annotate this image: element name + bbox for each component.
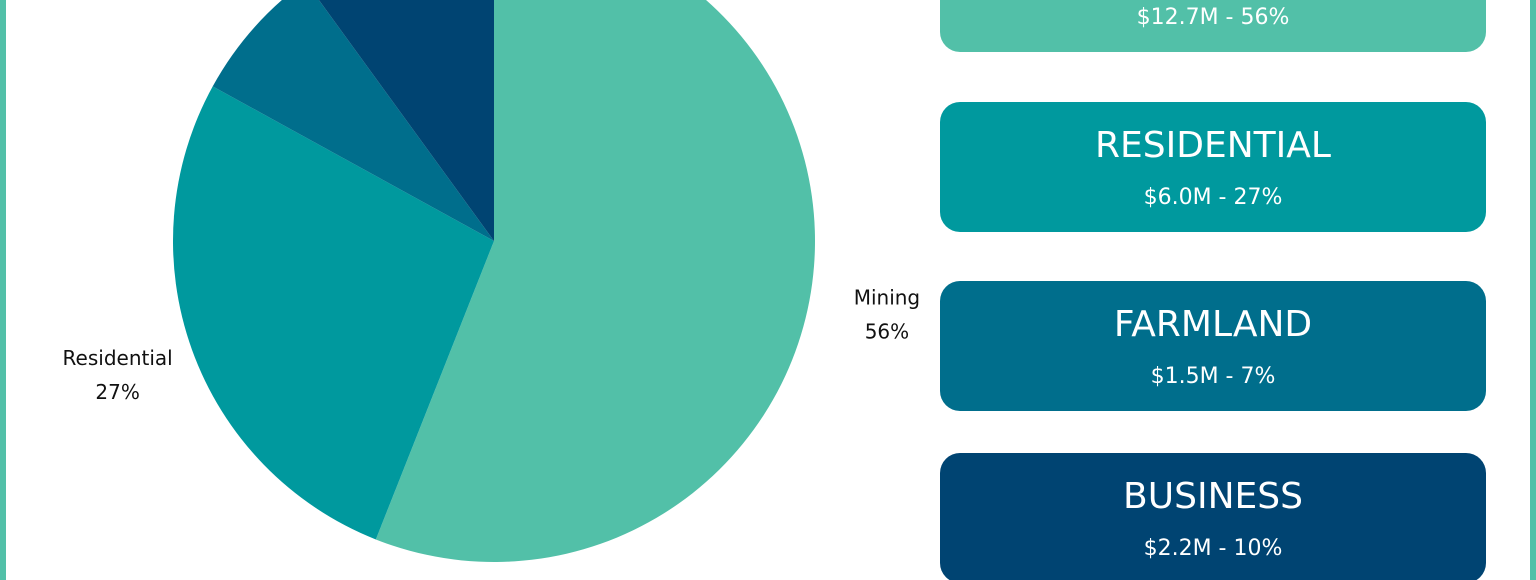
slice-category: Mining (854, 285, 920, 309)
pie-slice (212, 0, 494, 241)
pie-slice (173, 86, 494, 540)
summary-card: $12.7M - 56% (940, 0, 1486, 52)
summary-card: FARMLAND $1.5M - 7% (940, 281, 1486, 411)
card-detail: $6.0M - 27% (1143, 185, 1283, 210)
pie-slice (375, 0, 815, 562)
slice-category: Residential (63, 346, 173, 370)
summary-card: BUSINESS $2.2M - 10% (940, 453, 1486, 580)
card-detail: $2.2M - 10% (1143, 536, 1283, 561)
card-title: RESIDENTIAL (1095, 125, 1331, 166)
slice-value-label: 56% (865, 319, 909, 343)
card-detail: $1.5M - 7% (1150, 364, 1276, 389)
slice-value-label: 7% (178, 0, 210, 4)
pie-slice (318, 0, 494, 241)
slice-value-label: 27% (95, 380, 139, 404)
card-detail: $12.7M - 56% (1136, 5, 1290, 30)
card-title: FARMLAND (1113, 304, 1313, 345)
card-title: BUSINESS (1123, 476, 1303, 517)
summary-card: RESIDENTIAL $6.0M - 27% (940, 102, 1486, 232)
pie-chart: Mining 56% Residential 27% 7% (63, 0, 920, 562)
